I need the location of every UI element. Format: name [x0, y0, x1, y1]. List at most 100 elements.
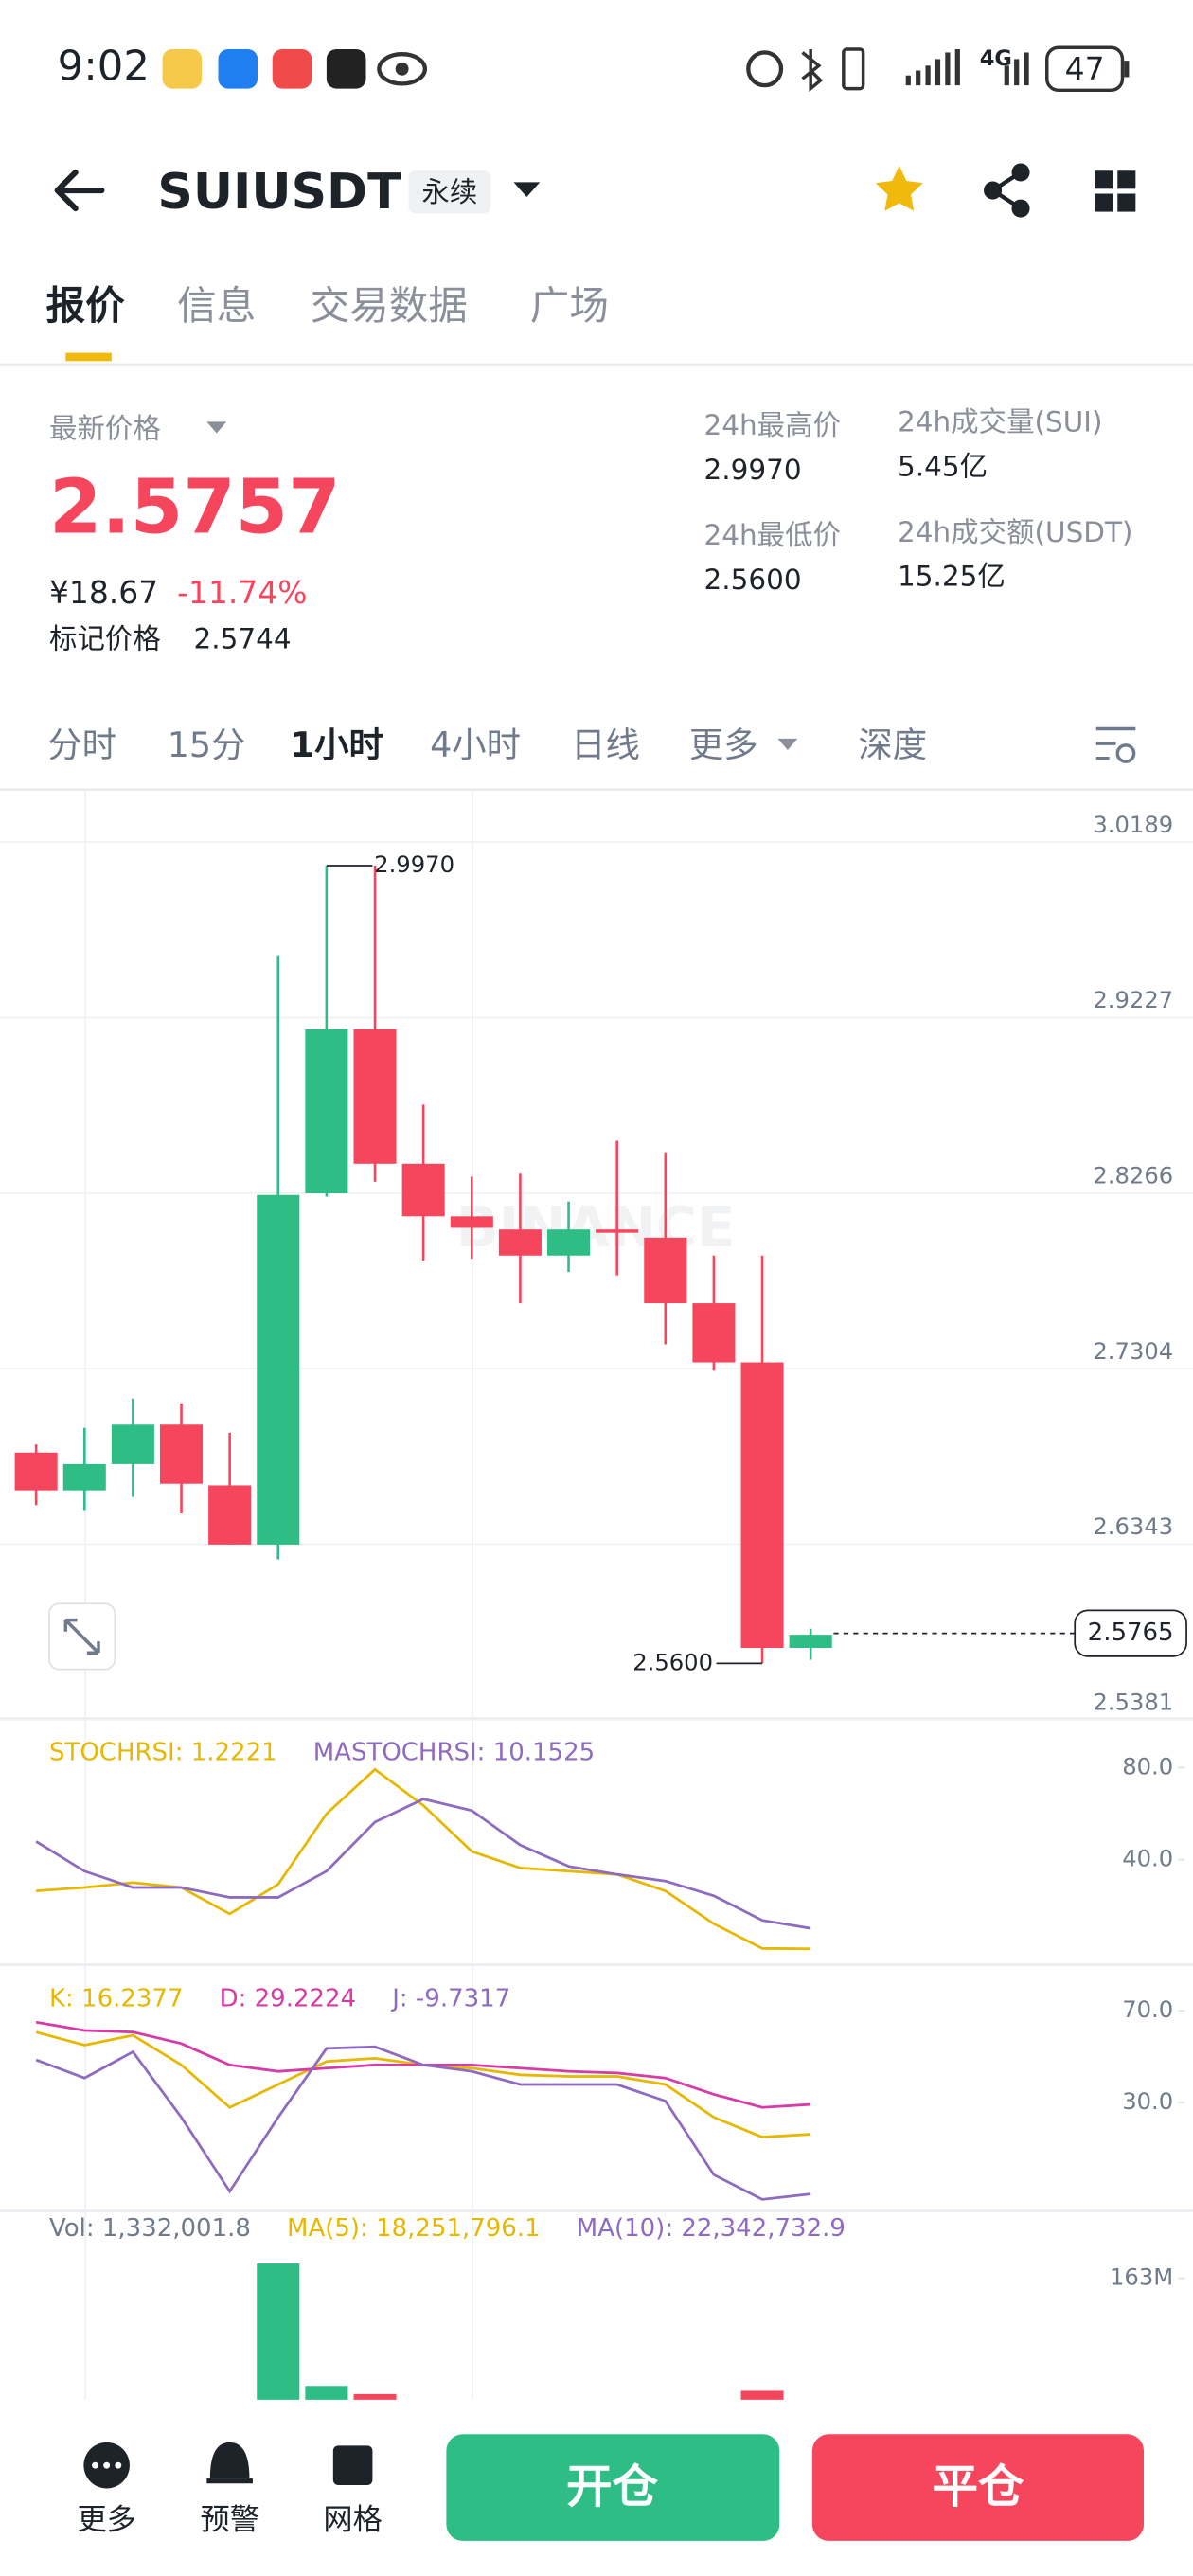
interval[interactable]: 深度 [858, 724, 927, 765]
y-tick-label: 3.0189 [1093, 811, 1173, 838]
symbol[interactable]: SUIUSDT [157, 164, 401, 221]
high-label: 2.9970 [374, 850, 454, 878]
y-tick-label: 2.8266 [1093, 1161, 1173, 1189]
favorite-button[interactable] [875, 166, 923, 211]
candle-body [208, 1485, 252, 1545]
interval[interactable]: 分时 [47, 724, 116, 765]
price-type-dropdown[interactable] [206, 421, 227, 434]
tab-bar: 报价 信息 交易数据 广场 [46, 282, 609, 329]
open-button[interactable] [446, 2434, 780, 2541]
candle-body [159, 1424, 204, 1484]
interval[interactable]: 4小时 [430, 724, 521, 765]
candle-body [305, 1029, 348, 1194]
candle-body [257, 1194, 300, 1545]
last-price-label: 最新价格 [49, 413, 161, 445]
candle-body [14, 1452, 58, 1491]
stat-label: 24h最高价 [704, 409, 842, 441]
candle-body [111, 1424, 154, 1464]
last-price: 2.5757 [49, 463, 341, 551]
low-label: 2.5600 [632, 1648, 713, 1675]
candle-body [789, 1635, 832, 1649]
open-button-label[interactable]: 开仓 [566, 2460, 659, 2513]
y-tick-label: 2.5381 [1093, 1689, 1173, 1716]
candle-body [353, 1029, 397, 1164]
legend-entry: MA(5): 18,251,796.1 [287, 2214, 541, 2243]
chart-settings[interactable] [1095, 726, 1136, 763]
mark-price-label: 标记价格 [49, 622, 161, 654]
stat-label: 24h成交额(USDT) [898, 516, 1132, 548]
stat-value: 2.5600 [704, 564, 802, 596]
status-time: 9:02 [58, 43, 150, 90]
stat-value: 2.9970 [704, 454, 802, 486]
watermark: BINANCE [456, 1194, 735, 1260]
active-tab-indicator [65, 352, 112, 362]
contract-tag-box [408, 170, 491, 214]
expand-button[interactable] [48, 1602, 116, 1671]
candle-body [692, 1303, 736, 1363]
price-change: -11.74% [177, 574, 307, 611]
interval[interactable]: 15分 [168, 724, 246, 765]
legend-entry: MASTOCHRSI: 10.1525 [313, 1739, 595, 1767]
close-button-label[interactable]: 平仓 [932, 2460, 1024, 2513]
indicator-line [36, 1767, 811, 1951]
y-tick-label: 70.0 [1122, 1995, 1173, 2023]
more-dropdown[interactable] [777, 738, 798, 751]
bottom-items: 更多 预警 网格 [77, 2503, 382, 2537]
bottom-item[interactable]: 更多 [77, 2503, 135, 2537]
bottom-icons [83, 2442, 373, 2489]
y-tick-label: 40.0 [1122, 1845, 1173, 1872]
mark-price: 2.5744 [194, 622, 292, 654]
battery-level: 47 [1065, 50, 1105, 87]
tab[interactable]: 广场 [530, 282, 609, 329]
y-tick-label: 30.0 [1122, 2087, 1173, 2115]
back-button[interactable] [54, 169, 105, 212]
y-tick-label: 2.6343 [1093, 1512, 1173, 1540]
stat-value: 15.25亿 [898, 561, 1006, 593]
bottom-item[interactable]: 网格 [323, 2503, 382, 2537]
symbol-dropdown[interactable] [513, 182, 541, 197]
contract-tag: 永续 [421, 176, 477, 208]
stat-value: 5.45亿 [898, 450, 988, 482]
bottom-item[interactable]: 预警 [200, 2503, 258, 2537]
candle-body [498, 1229, 542, 1256]
cny-price: ¥18.67 [49, 574, 158, 611]
interval[interactable]: 更多 [689, 724, 758, 765]
interval[interactable]: 日线 [571, 724, 640, 765]
network-type: 4G [980, 46, 1012, 71]
y-tick-label: 80.0 [1122, 1753, 1173, 1780]
last-price-box [1074, 1609, 1187, 1657]
y-tick-label: 2.7304 [1093, 1337, 1173, 1365]
stat-label: 24h成交量(SUI) [898, 406, 1102, 438]
layout-button[interactable] [1095, 170, 1136, 212]
candle-body [547, 1229, 591, 1256]
candle-body [401, 1163, 445, 1217]
legend-entry: MA(10): 22,342,732.9 [577, 2214, 846, 2243]
legend-entry: K: 16.2377 [49, 1984, 184, 2012]
candle-body [450, 1216, 493, 1228]
legend-entry: Vol: 1,332,001.8 [49, 2214, 251, 2243]
share-button[interactable] [984, 163, 1030, 218]
candle-body [644, 1237, 687, 1304]
tab[interactable]: 报价 [46, 282, 126, 329]
candle-body [62, 1463, 106, 1491]
interval[interactable]: 1小时 [291, 724, 383, 765]
y-tick-label: 163M [1110, 2263, 1173, 2291]
candle-body [596, 1229, 639, 1233]
status-system-icons [746, 45, 1130, 93]
status-app-icons [162, 48, 428, 89]
candle-body [740, 1362, 784, 1649]
legend-entry: D: 29.2224 [220, 1984, 356, 2012]
interval-bar: 分时 15分 1小时 4小时 日线 更多 深度 [47, 724, 927, 765]
ticker-stats: 24h最高价 2.9970 24h成交量(SUI) 5.45亿 24h最低价 2.5600… [704, 406, 1133, 596]
legend-entry: STOCHRSI: 1.2221 [49, 1739, 277, 1767]
legend-entry: J: -9.7317 [390, 1984, 510, 2012]
close-button[interactable] [811, 2434, 1145, 2541]
last-price-tag: 2.5765 [1088, 1619, 1174, 1647]
stat-label: 24h最低价 [704, 519, 842, 551]
tab[interactable]: 交易数据 [311, 282, 468, 329]
tab[interactable]: 信息 [177, 282, 256, 329]
indicator-line [35, 1798, 811, 1930]
